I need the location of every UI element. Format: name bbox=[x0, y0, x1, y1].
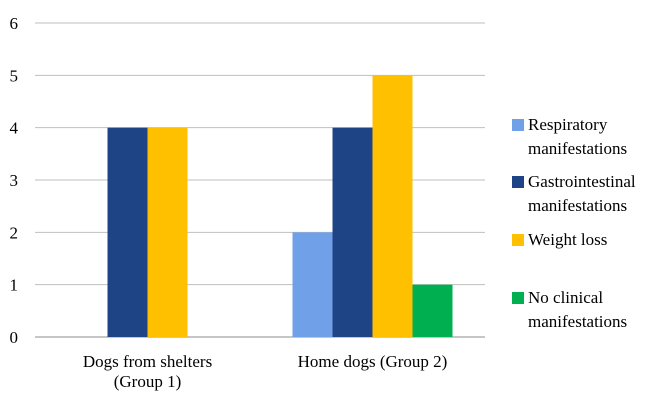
legend-entry-line: Gastrointestinal bbox=[528, 172, 636, 191]
x-tick-label: Dogs from shelters (Group 1) bbox=[83, 352, 212, 391]
legend-entry-line: manifestations bbox=[528, 139, 627, 158]
x-tick-label-line: (Group 1) bbox=[114, 372, 182, 391]
x-tick-label-line: Dogs from shelters bbox=[83, 352, 212, 371]
y-tick-label: 5 bbox=[10, 66, 19, 85]
legend-entry: Respiratory manifestations bbox=[528, 115, 627, 158]
legend-entry: Weight loss bbox=[528, 230, 607, 249]
legend: Respiratory manifestationsGastrointestina… bbox=[512, 115, 636, 331]
bar bbox=[107, 127, 148, 338]
legend-swatch bbox=[512, 176, 524, 188]
x-axis-labels: Dogs from shelters (Group 1) Home dogs (Gr… bbox=[83, 352, 448, 391]
bars bbox=[107, 75, 453, 338]
y-tick-label: 2 bbox=[10, 223, 19, 242]
legend-entry-line: Weight loss bbox=[528, 230, 607, 249]
bar bbox=[372, 75, 413, 337]
legend-swatch bbox=[512, 119, 524, 131]
legend-entry-line: No clinical bbox=[528, 288, 603, 307]
y-tick-label: 0 bbox=[10, 328, 19, 347]
x-tick-label-line: Home dogs (Group 2) bbox=[298, 352, 448, 371]
legend-entry-line: manifestations bbox=[528, 312, 627, 331]
bar bbox=[147, 127, 188, 338]
legend-entry: No clinical manifestations bbox=[528, 288, 627, 331]
y-tick-label: 1 bbox=[10, 276, 19, 295]
legend-swatch bbox=[512, 234, 524, 246]
y-tick-label: 4 bbox=[10, 119, 19, 138]
legend-entry: Gastrointestinal manifestations bbox=[528, 172, 636, 215]
x-tick-label: Home dogs (Group 2) bbox=[298, 352, 448, 371]
legend-entry-line: manifestations bbox=[528, 196, 627, 215]
bar bbox=[332, 127, 373, 338]
legend-entry-line: Respiratory bbox=[528, 115, 608, 134]
bar bbox=[292, 232, 333, 337]
legend-swatch bbox=[512, 292, 524, 304]
y-axis-ticks: 0 1 2 3 4 5 6 bbox=[10, 14, 19, 347]
y-tick-label: 6 bbox=[10, 14, 19, 33]
y-tick-label: 3 bbox=[10, 171, 19, 190]
bar bbox=[412, 284, 453, 337]
